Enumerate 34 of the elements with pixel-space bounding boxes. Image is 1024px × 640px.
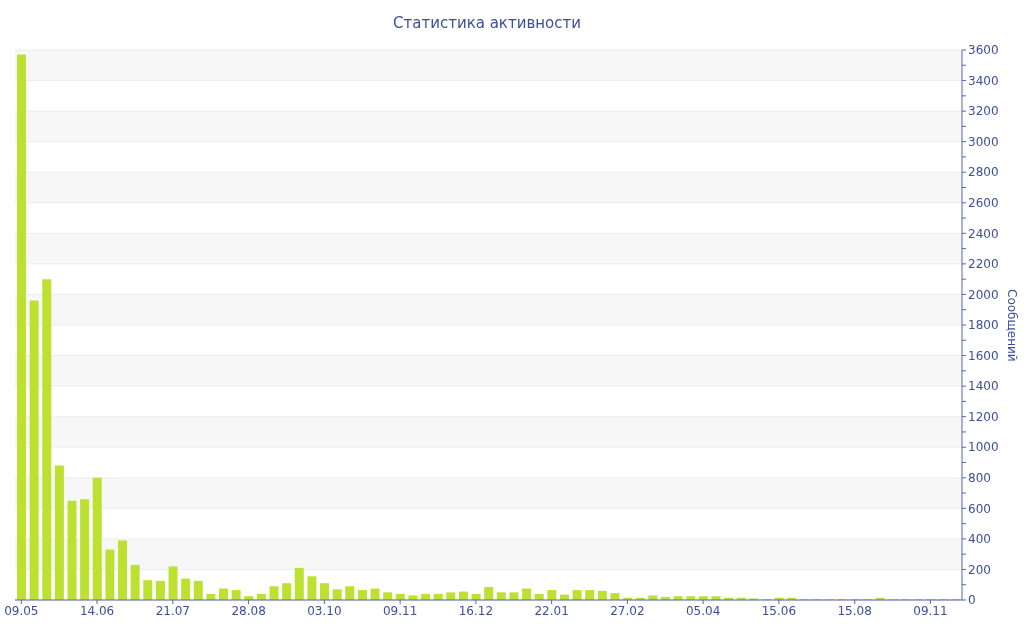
x-tick-label: 09.05 [4,603,39,618]
x-tick-label: 14.06 [79,603,115,618]
y-tick-label: 2600 [968,196,999,211]
y-axis-title: Сообщений [1005,288,1019,362]
x-tick-label: 15.08 [837,603,872,618]
y-tick-label: 1200 [968,409,999,424]
y-tick-label: 200 [968,562,991,577]
y-tick-label: 1600 [968,348,999,363]
x-tick-label: 15.06 [761,603,797,618]
y-tick-label: 2400 [968,226,999,241]
chart-title: Статистика активности [392,14,582,32]
y-tick-label: 2000 [968,287,999,302]
y-tick-label: 1000 [968,440,999,455]
y-tick-label: 1800 [968,318,999,333]
y-tick-label: 2200 [968,257,999,272]
x-tick-label: 16.12 [458,603,494,618]
y-tick-label: 0 [968,593,976,608]
x-tick-label: 09.11 [913,603,948,618]
y-tick-label: 3200 [968,104,999,119]
x-tick-label: 03.10 [307,603,342,618]
x-tick-label: 28.08 [231,603,266,618]
y-tick-label: 3400 [968,73,999,88]
x-tick-label: 22.01 [534,603,569,618]
y-tick-label: 2800 [968,165,999,180]
y-tick-label: 400 [968,532,991,547]
y-tick-label: 1400 [968,379,999,394]
x-tick-label: 05.04 [685,603,721,618]
y-tick-label: 3600 [968,43,999,58]
x-tick-label: 21.07 [155,603,191,618]
y-tick-label: 3000 [968,134,999,149]
y-tick-label: 800 [968,471,991,486]
y-tick-label: 600 [968,501,991,516]
x-tick-label: 09.11 [382,603,418,618]
x-tick-label: 27.02 [610,603,645,618]
